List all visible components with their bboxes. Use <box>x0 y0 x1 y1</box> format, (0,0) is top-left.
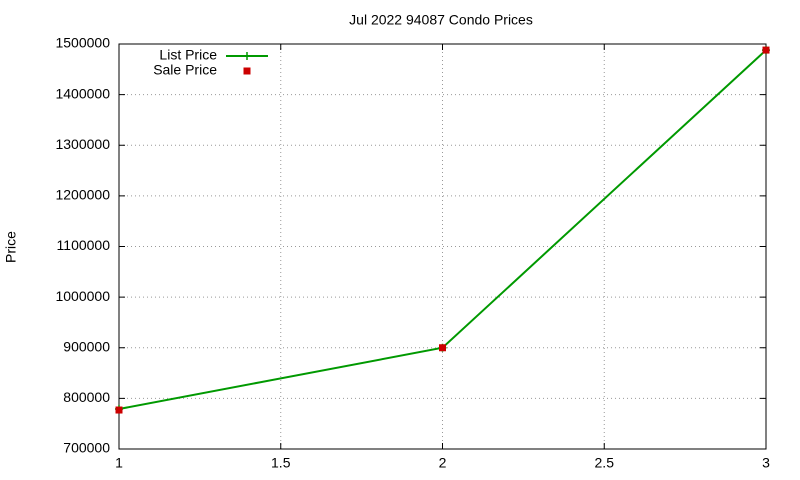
y-tick-label: 1400000 <box>55 85 110 101</box>
y-axis-label: Price <box>3 231 19 263</box>
chart-title: Jul 2022 94087 Condo Prices <box>349 12 533 28</box>
y-tick-label: 1300000 <box>55 136 110 152</box>
x-tick-label: 1.5 <box>271 455 291 471</box>
x-tick-label: 2.5 <box>595 455 615 471</box>
legend-label: Sale Price <box>153 62 217 78</box>
y-tick-label: 1200000 <box>55 187 110 203</box>
point-marker <box>762 46 770 54</box>
legend-marker <box>243 52 251 60</box>
x-tick-label: 2 <box>439 455 447 471</box>
legend-marker <box>243 67 251 75</box>
y-tick-label: 1500000 <box>55 35 110 51</box>
x-tick-label: 1 <box>115 455 123 471</box>
y-tick-label: 700000 <box>63 440 110 456</box>
legend-label: List Price <box>159 47 217 63</box>
plot-frame <box>118 43 767 450</box>
y-tick-label: 1100000 <box>57 237 111 253</box>
y-tick-label: 900000 <box>63 338 110 354</box>
point-marker <box>115 406 123 414</box>
x-tick-label: 3 <box>762 455 770 471</box>
point-marker <box>439 344 446 352</box>
y-tick-label: 800000 <box>63 389 110 405</box>
y-tick-label: 1000000 <box>55 288 110 304</box>
